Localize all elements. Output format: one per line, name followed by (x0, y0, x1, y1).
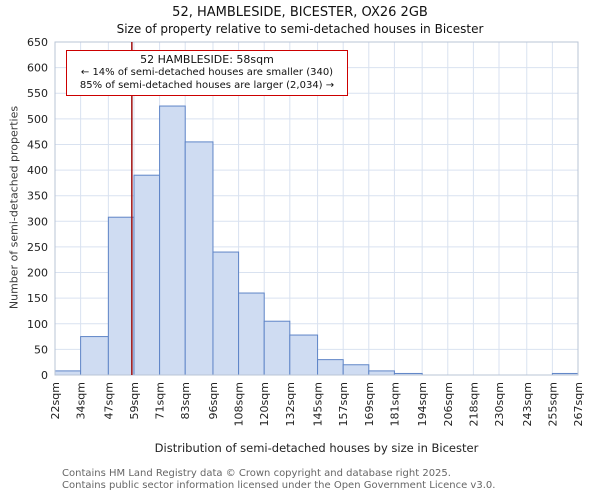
x-tick-label: 194sqm (416, 382, 429, 426)
y-tick-label: 100 (27, 318, 48, 331)
bar (212, 251, 240, 376)
y-tick-label: 650 (27, 36, 48, 49)
y-tick-label: 150 (27, 292, 48, 305)
y-tick-label: 400 (27, 164, 48, 177)
annotation-smaller-stat: ← 14% of semi-detached houses are smalle… (80, 67, 334, 78)
x-tick-label: 83sqm (179, 382, 192, 419)
x-tick-label: 22sqm (49, 382, 62, 419)
x-tick-label: 120sqm (258, 382, 271, 426)
x-tick-label: 34sqm (75, 382, 88, 419)
y-tick-label: 0 (41, 369, 48, 382)
bar (238, 292, 265, 376)
x-tick-label: 132sqm (284, 382, 297, 426)
y-tick-label: 50 (34, 343, 48, 356)
bar (80, 336, 109, 376)
x-tick-label: 59sqm (128, 382, 141, 419)
y-tick-label: 600 (27, 62, 48, 75)
x-tick-label: 267sqm (572, 382, 585, 426)
footer-attribution: Contains HM Land Registry data © Crown c… (62, 468, 495, 491)
x-tick-label: 71sqm (154, 382, 167, 419)
x-tick-label: 255sqm (546, 382, 559, 426)
bar (368, 370, 395, 376)
x-tick-label: 108sqm (233, 382, 246, 426)
y-tick-label: 250 (27, 241, 48, 254)
y-tick-label: 350 (27, 190, 48, 203)
bar (159, 105, 186, 376)
bar (342, 364, 370, 376)
bar (184, 141, 214, 376)
annotation-property-label: 52 HAMBLESIDE: 58sqm (140, 53, 274, 66)
bar (263, 320, 291, 376)
x-tick-label: 230sqm (493, 382, 506, 426)
plot-frame (54, 41, 579, 376)
x-tick-label: 157sqm (337, 382, 350, 426)
x-tick-label: 47sqm (102, 382, 115, 419)
y-tick-label: 300 (27, 215, 48, 228)
y-tick-label: 500 (27, 113, 48, 126)
bar (133, 174, 161, 376)
y-axis-label: Number of semi-detached properties (7, 105, 21, 310)
bar (107, 216, 135, 376)
x-tick-label: 169sqm (363, 382, 376, 426)
annotation-box: 52 HAMBLESIDE: 58sqm ← 14% of semi-detac… (66, 50, 348, 96)
bar (54, 370, 82, 376)
x-tick-label: 96sqm (207, 382, 220, 419)
x-tick-label: 218sqm (467, 382, 480, 426)
chart-title: 52, HAMBLESIDE, BICESTER, OX26 2GB (172, 5, 428, 20)
x-tick-label: 145sqm (312, 382, 325, 426)
x-tick-label: 206sqm (442, 382, 455, 426)
x-tick-label: 181sqm (388, 382, 401, 426)
footer-line-1: Contains HM Land Registry data © Crown c… (62, 468, 451, 479)
annotation-larger-stat: 85% of semi-detached houses are larger (… (79, 80, 335, 91)
x-axis-label: Distribution of semi-detached houses by … (154, 441, 479, 455)
y-tick-label: 550 (27, 87, 48, 100)
bar (317, 359, 344, 376)
footer-line-2: Contains public sector information licen… (62, 479, 496, 491)
bar (289, 334, 319, 376)
x-tick-label: 243sqm (521, 382, 534, 426)
y-tick-label: 450 (27, 138, 48, 151)
y-tick-label: 200 (27, 267, 48, 280)
chart-subtitle: Size of property relative to semi-detach… (116, 22, 484, 36)
